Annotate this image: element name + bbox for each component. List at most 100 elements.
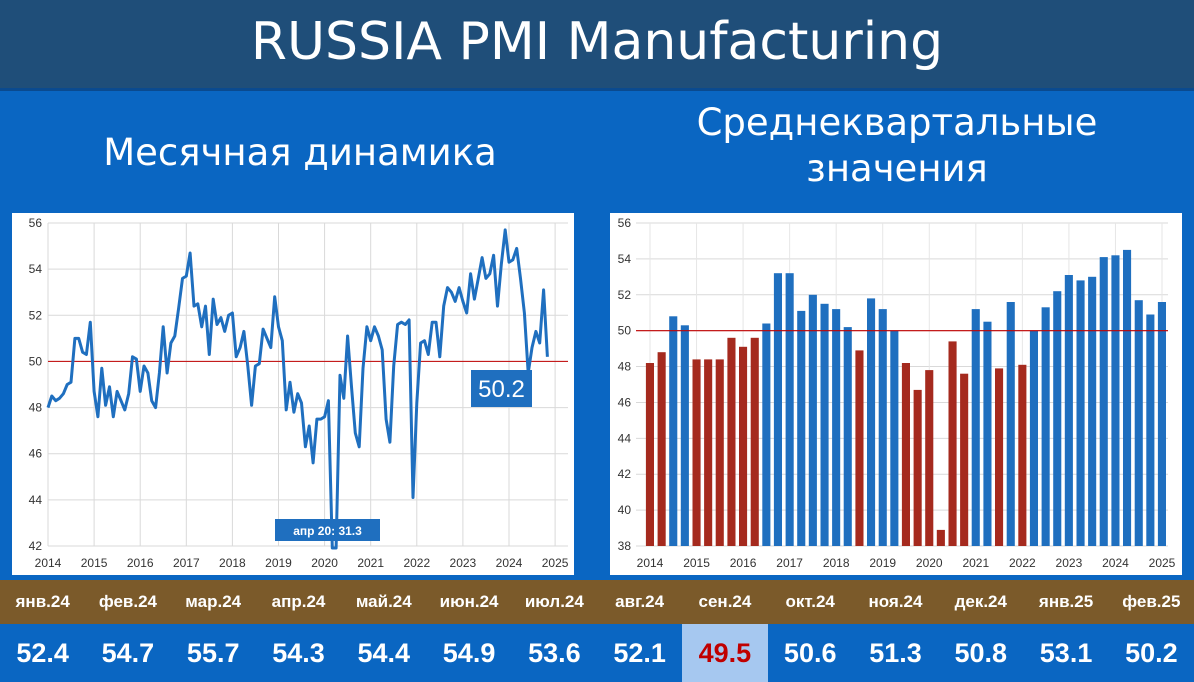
- monthly-chart-svg: 2014 2015 2016 2017 2018 2019 2020 2021 2022 2023…: [29, 216, 569, 570]
- x-tick-label: 2022: [403, 556, 430, 570]
- table-value-cell: 54.3: [272, 638, 325, 668]
- table-value-cell: 51.3: [869, 638, 922, 668]
- quarterly-bar: [680, 325, 689, 546]
- quarterly-bar: [913, 389, 922, 546]
- quarterly-bar: [867, 298, 876, 546]
- table-value-row: 52.4 54.7 55.7 54.3 54.4 54.9 53.6 52.1 49.5 50.6…: [0, 624, 1194, 682]
- y-tick-label: 48: [29, 401, 43, 415]
- x-tick-label: 2025: [1149, 556, 1176, 570]
- table-value-cell: 50.6: [783, 638, 837, 668]
- subtitle-quarterly-line1: Среднеквартальные: [696, 101, 1098, 144]
- quarterly-bar: [971, 309, 980, 546]
- quarterly-bar: [890, 330, 899, 546]
- table-month-cell: сен.24: [698, 592, 752, 611]
- x-tick-label: 2023: [1056, 556, 1083, 570]
- x-tick-label: 2016: [730, 556, 757, 570]
- y-tick-label: 52: [618, 288, 632, 302]
- table-month-cell: июн.24: [439, 592, 499, 611]
- min-value-box: [275, 519, 380, 541]
- page-title: RUSSIA PMI Manufacturing: [250, 12, 944, 72]
- y-tick-label: 56: [618, 216, 632, 230]
- x-tick-label: 2015: [683, 556, 710, 570]
- quarterly-bar: [715, 359, 724, 546]
- x-tick-label: 2018: [219, 556, 246, 570]
- subtitle-monthly: Месячная динамика: [103, 131, 497, 174]
- last-value-callout: 50.2: [471, 370, 532, 407]
- quarterly-bar: [750, 337, 759, 546]
- table-value-cell: 54.7: [101, 638, 155, 668]
- table-value-cell-highlighted: 49.5: [682, 624, 768, 682]
- x-tick-label: 2021: [962, 556, 989, 570]
- quarterly-bar: [797, 310, 806, 546]
- quarterly-bar: [692, 359, 701, 546]
- y-tick-label: 56: [29, 216, 43, 230]
- x-tick-label: 2015: [81, 556, 108, 570]
- x-tick-label: 2017: [776, 556, 803, 570]
- table-month-cell: ноя.24: [868, 592, 923, 611]
- quarterly-bar: [704, 359, 713, 546]
- quarterly-bar: [832, 309, 841, 546]
- quarterly-bar: [808, 294, 817, 546]
- x-tick-label: 2019: [265, 556, 292, 570]
- quarterly-bar: [645, 363, 654, 546]
- table-month-cell: фев.25: [1122, 592, 1181, 611]
- quarterly-bar: [1123, 249, 1132, 546]
- table-month-cell: апр.24: [271, 592, 326, 611]
- x-tick-label: 2021: [357, 556, 384, 570]
- quarterly-bar: [739, 346, 748, 546]
- y-tick-label: 46: [618, 395, 632, 409]
- subtitle-quarterly-line2: значения: [806, 147, 988, 190]
- monthly-values-table: янв.24 фев.24 мар.24 апр.24 май.24 июн.24 июл.…: [0, 580, 1194, 682]
- table-month-cell: фев.24: [98, 592, 158, 611]
- table-month-cell: май.24: [355, 592, 412, 611]
- table-value-cell: 52.4: [16, 638, 69, 668]
- x-tick-label: 2022: [1009, 556, 1036, 570]
- x-tick-label: 2020: [916, 556, 943, 570]
- x-tick-label: 2016: [127, 556, 154, 570]
- quarterly-bar: [1041, 307, 1050, 546]
- x-tick-label: 2014: [35, 556, 62, 570]
- quarterly-bar: [843, 327, 852, 546]
- quarterly-bar: [1099, 257, 1108, 546]
- quarterly-bar: [1076, 280, 1085, 546]
- table-month-cell: янв.24: [15, 592, 70, 611]
- quarterly-bar: [1064, 275, 1073, 546]
- quarterly-bar: [657, 352, 666, 546]
- quarterly-bar: [995, 368, 1004, 546]
- quarterly-bar: [878, 309, 887, 546]
- quarterly-bar: [948, 341, 957, 546]
- min-value-callout: апр 20: 31.3: [275, 519, 380, 541]
- y-tick-label: 50: [618, 324, 632, 338]
- table-value-cell: 55.7: [186, 638, 240, 668]
- quarterly-bar-chart: 38 40 42 44 46 48 50 52 54 56 2014 2015 2016 2017 2018…: [610, 213, 1182, 575]
- table-value-cell: 52.1: [613, 638, 666, 668]
- quarterly-bar: [820, 303, 829, 547]
- x-tick-label: 2018: [823, 556, 850, 570]
- y-tick-label: 46: [29, 447, 43, 461]
- quarterly-bar: [1134, 300, 1143, 546]
- last-value-label: 50.2: [478, 376, 525, 403]
- y-tick-label: 50: [29, 354, 43, 368]
- table-value-cell: 54.4: [357, 638, 411, 668]
- quarterly-bar: [1029, 330, 1038, 546]
- quarterly-bar: [1053, 291, 1062, 546]
- table-month-cell: мар.24: [185, 592, 242, 611]
- quarterly-bar: [936, 529, 945, 546]
- table-month-cell: июл.24: [524, 592, 584, 611]
- y-tick-label: 54: [29, 262, 43, 276]
- quarterly-bar: [1146, 314, 1155, 546]
- table-month-cell: авг.24: [615, 592, 665, 611]
- x-tick-label: 2019: [869, 556, 896, 570]
- quarterly-bar: [901, 363, 910, 546]
- x-tick-label: 2014: [637, 556, 664, 570]
- table-value-cell: 53.6: [528, 638, 581, 668]
- quarterly-bar: [1018, 364, 1027, 546]
- table-month-cell: дек.24: [954, 592, 1007, 611]
- quarterly-bar: [669, 316, 678, 546]
- quarterly-bar: [983, 321, 992, 546]
- title-bar: RUSSIA PMI Manufacturing: [0, 0, 1194, 91]
- y-tick-label: 42: [29, 539, 43, 553]
- x-tick-label: 2023: [450, 556, 477, 570]
- y-tick-label: 44: [29, 493, 43, 507]
- quarterly-bar: [773, 273, 782, 546]
